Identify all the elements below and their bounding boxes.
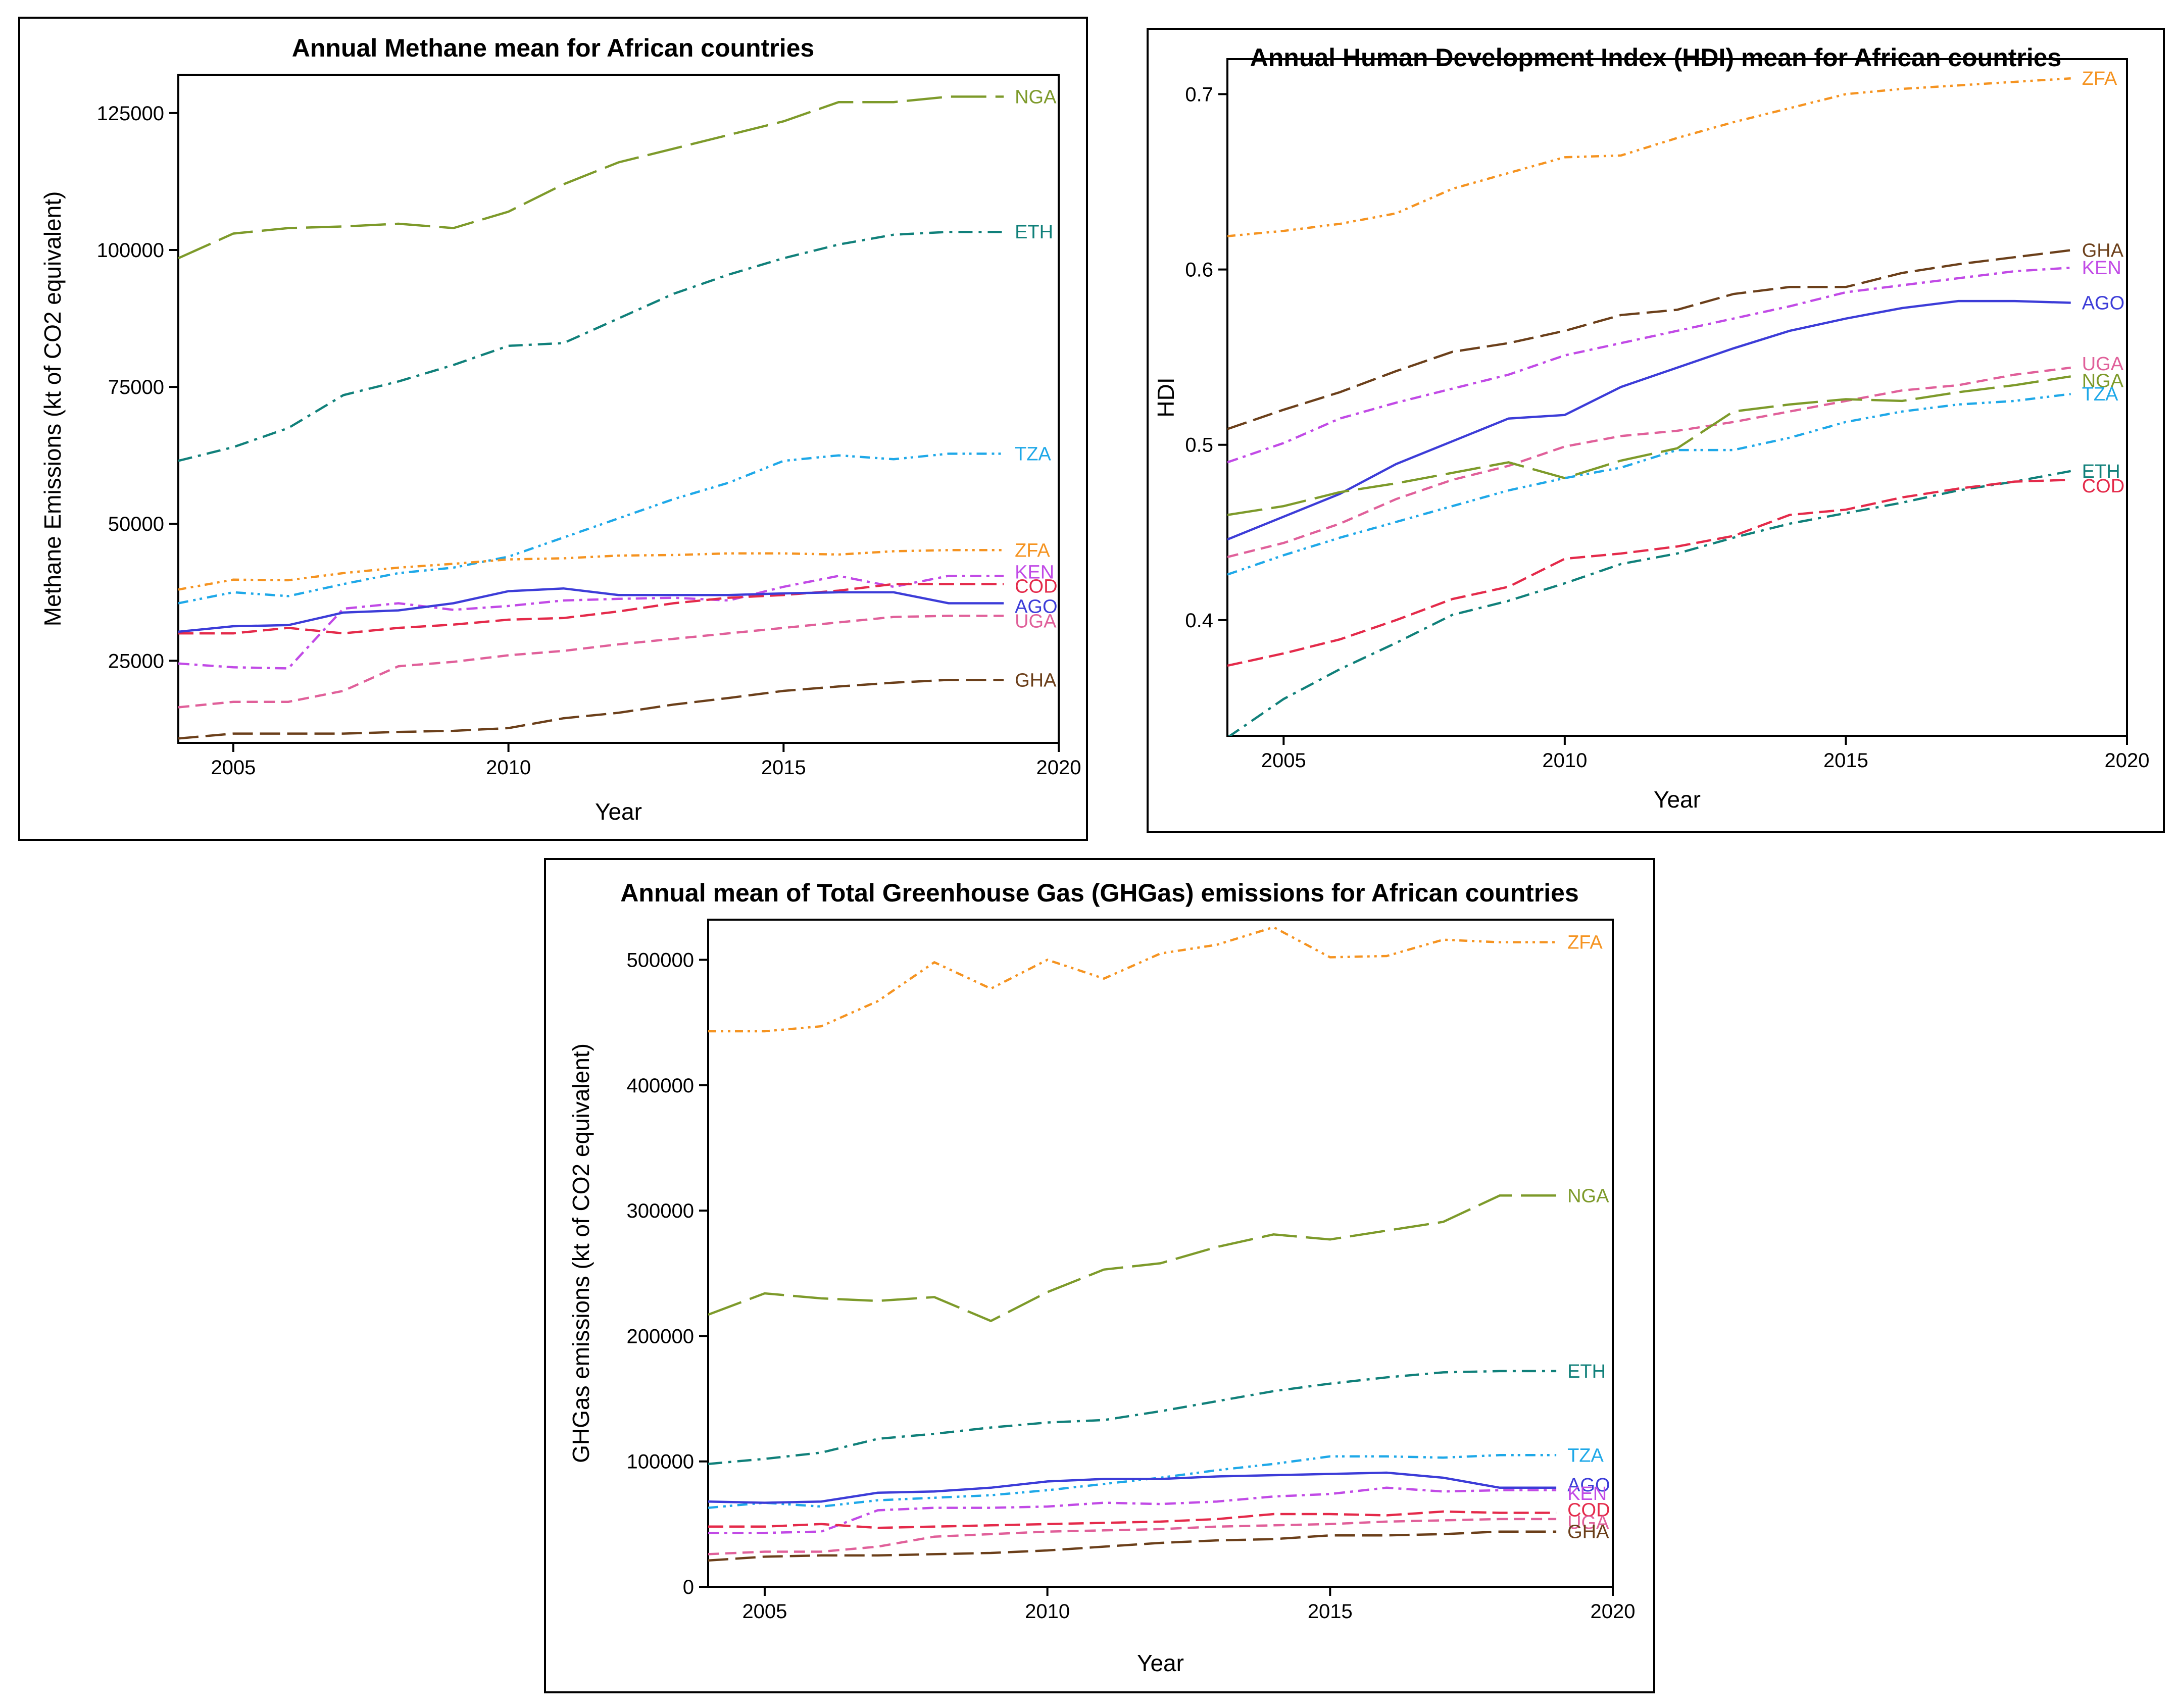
chart-title: Annual mean of Total Greenhouse Gas (GHG…	[620, 879, 1579, 907]
series-line-nga	[178, 95, 1004, 260]
series-line-gha	[1227, 249, 2071, 430]
y-tick-label: 75000	[108, 376, 164, 398]
x-tick-label: 2020	[2105, 749, 2150, 772]
y-tick-label: 125000	[97, 103, 164, 125]
series-line-eth	[1228, 470, 2071, 736]
series-line-cod	[1227, 478, 2071, 667]
x-axis-label: Year	[1654, 786, 1701, 813]
plot-frame	[707, 919, 1614, 1588]
chart-title: Annual Human Development Index (HDI) mea…	[1250, 43, 2062, 72]
series-label-gha: GHA	[1567, 1522, 1609, 1543]
x-axis-label: Year	[1137, 1650, 1184, 1676]
y-tick-label: 0.4	[1185, 610, 1213, 632]
series-line-uga	[178, 615, 1004, 709]
y-tick-label: 0.5	[1185, 434, 1213, 457]
x-tick-label: 2020	[1591, 1600, 1636, 1623]
series-line-cod	[178, 583, 1004, 635]
y-axis-label: GHGas emissions (kt of CO2 equivalent)	[568, 1043, 594, 1463]
x-tick-label: 2005	[742, 1600, 787, 1623]
y-tick-label: 25000	[108, 650, 164, 672]
methane-chart: Annual Methane mean for African countrie…	[39, 34, 1081, 825]
series-line-gha	[708, 1530, 1557, 1562]
x-tick-label: 2005	[211, 757, 256, 779]
series-line-tza	[708, 1454, 1557, 1509]
series-line-uga	[1227, 366, 2071, 559]
y-tick-label: 0	[683, 1576, 694, 1598]
y-tick-label: 500000	[627, 949, 694, 971]
x-tick-label: 2015	[761, 757, 806, 779]
x-axis-label: Year	[595, 798, 642, 825]
series-label-gha: GHA	[1015, 670, 1057, 691]
y-tick-label: 300000	[627, 1200, 694, 1222]
y-tick-label: 50000	[108, 513, 164, 535]
series-label-gha: GHA	[2082, 240, 2124, 261]
series-line-zfa	[178, 549, 1004, 591]
x-tick-label: 2015	[1308, 1600, 1353, 1623]
series-line-ken	[178, 575, 1004, 670]
y-tick-label: 400000	[627, 1075, 694, 1097]
hdi-chart-panel: Annual Human Development Index (HDI) mea…	[1147, 28, 2165, 833]
series-line-ken	[708, 1486, 1557, 1534]
x-tick-label: 2010	[486, 757, 531, 779]
series-line-gha	[178, 679, 1004, 740]
series-line-nga	[1227, 375, 2071, 516]
y-tick-label: 0.7	[1185, 83, 1213, 106]
series-label-nga: NGA	[1015, 86, 1057, 108]
series-label-eth: ETH	[1567, 1361, 1606, 1382]
y-tick-label: 100000	[97, 239, 164, 262]
y-tick-label: 200000	[627, 1325, 694, 1347]
series-label-zfa: ZFA	[1567, 932, 1603, 953]
series-label-cod: COD	[2082, 476, 2124, 497]
series-label-ken: KEN	[1567, 1483, 1607, 1504]
series-line-cod	[708, 1510, 1557, 1529]
series-label-ago: AGO	[1567, 1475, 1610, 1496]
series-label-ago: AGO	[1015, 596, 1057, 617]
series-line-uga	[708, 1518, 1557, 1555]
series-label-nga: NGA	[2082, 370, 2124, 391]
series-label-tza: TZA	[1015, 443, 1051, 465]
chart-title: Annual Methane mean for African countrie…	[292, 34, 814, 62]
y-axis-label: Methane Emissions (kt of CO2 equivalent)	[39, 191, 66, 627]
series-label-uga: UGA	[2082, 354, 2124, 375]
y-tick-label: 0.6	[1185, 259, 1213, 281]
series-line-nga	[708, 1194, 1557, 1323]
methane-chart-panel: Annual Methane mean for African countrie…	[18, 17, 1088, 841]
x-tick-label: 2015	[1823, 749, 1868, 772]
series-line-tza	[1227, 392, 2071, 576]
series-line-ken	[1227, 266, 2071, 464]
series-line-ago	[178, 587, 1004, 633]
series-line-eth	[178, 230, 1004, 462]
series-line-eth	[708, 1370, 1557, 1465]
plot-frame	[177, 74, 1060, 744]
y-axis-label: HDI	[1153, 377, 1179, 417]
series-label-tza: TZA	[1567, 1445, 1604, 1466]
x-tick-label: 2020	[1036, 757, 1081, 779]
series-label-ago: AGO	[2082, 293, 2124, 314]
series-line-zfa	[1227, 77, 2071, 237]
series-label-uga: UGA	[1015, 611, 1057, 632]
series-line-ago	[1227, 299, 2071, 541]
series-line-zfa	[708, 926, 1557, 1033]
series-label-uga: UGA	[1567, 1512, 1609, 1533]
y-tick-label: 100000	[627, 1451, 694, 1473]
ghg-chart-panel: Annual mean of Total Greenhouse Gas (GHG…	[544, 858, 1655, 1693]
ghg-chart: Annual mean of Total Greenhouse Gas (GHG…	[568, 879, 1636, 1676]
series-line-ago	[708, 1471, 1557, 1504]
series-label-zfa: ZFA	[2082, 68, 2117, 89]
x-tick-label: 2010	[1542, 749, 1587, 772]
hdi-chart: Annual Human Development Index (HDI) mea…	[1153, 43, 2150, 813]
x-tick-label: 2005	[1261, 749, 1306, 772]
series-label-ken: KEN	[2082, 258, 2121, 279]
x-tick-label: 2010	[1025, 1600, 1070, 1623]
series-label-cod: COD	[1015, 576, 1057, 597]
series-label-ken: KEN	[1015, 562, 1054, 583]
plot-frame	[1226, 58, 2128, 737]
series-label-eth: ETH	[1015, 222, 1053, 243]
series-label-tza: TZA	[2082, 384, 2118, 405]
series-label-zfa: ZFA	[1015, 540, 1050, 561]
series-line-tza	[178, 453, 1004, 605]
series-label-eth: ETH	[2082, 461, 2120, 482]
series-label-cod: COD	[1567, 1499, 1610, 1521]
series-label-nga: NGA	[1567, 1185, 1609, 1207]
